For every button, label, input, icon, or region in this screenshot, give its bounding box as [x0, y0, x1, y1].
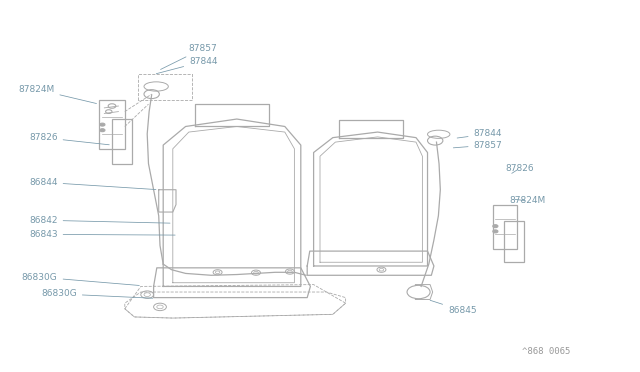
Text: 86843: 86843 — [29, 230, 175, 239]
Text: 87824M: 87824M — [509, 196, 546, 205]
Text: 87826: 87826 — [506, 164, 534, 173]
Text: 87844: 87844 — [156, 57, 218, 74]
Text: ^868 0065: ^868 0065 — [522, 347, 570, 356]
Text: 87857: 87857 — [161, 44, 218, 70]
Text: 87826: 87826 — [29, 133, 109, 145]
Circle shape — [493, 230, 498, 233]
Text: 87824M: 87824M — [18, 85, 97, 103]
Circle shape — [493, 225, 498, 228]
Text: 87844: 87844 — [457, 129, 502, 138]
Text: 86845: 86845 — [430, 300, 477, 315]
Text: 86844: 86844 — [29, 178, 156, 190]
Text: 86830G: 86830G — [22, 273, 140, 285]
Text: 87857: 87857 — [453, 141, 502, 150]
Circle shape — [100, 129, 105, 132]
Text: 86842: 86842 — [29, 216, 170, 225]
Circle shape — [100, 123, 105, 126]
Text: 86830G: 86830G — [41, 289, 153, 298]
